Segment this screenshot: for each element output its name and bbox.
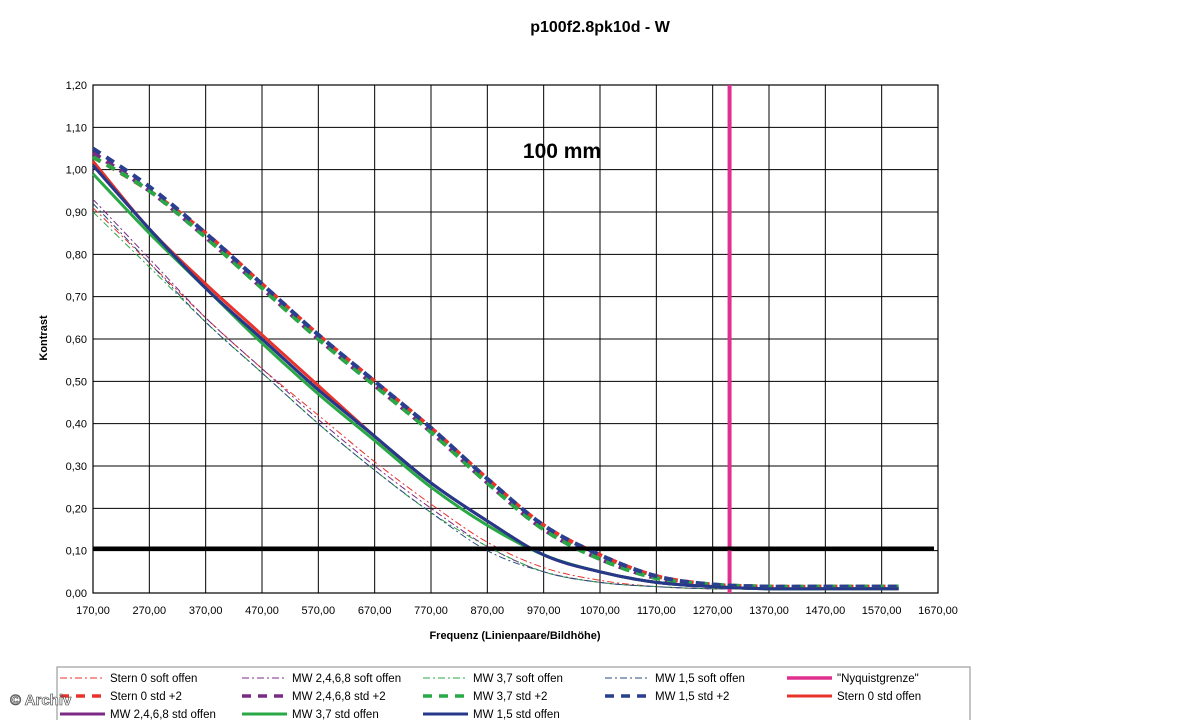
legend-item: Stern 0 std +2 — [60, 691, 182, 703]
legend-label: Stern 0 soft offen — [110, 673, 197, 685]
x-tick-label: 370,00 — [189, 605, 223, 617]
legend-item: MW 1,5 std +2 — [605, 691, 729, 703]
x-tick-label: 870,00 — [471, 605, 505, 617]
series-lines — [91, 85, 934, 593]
legend-item: MW 1,5 soft offen — [605, 673, 745, 685]
y-tick-label: 0,10 — [66, 546, 87, 558]
legend-label: MW 2,4,6,8 soft offen — [292, 673, 401, 685]
legend-item: MW 2,4,6,8 std +2 — [242, 691, 386, 703]
y-tick-label: 0,80 — [66, 249, 87, 261]
x-tick-label: 270,00 — [133, 605, 167, 617]
series-line-mw-3-7-soft-offen — [92, 211, 899, 590]
legend-label: MW 3,7 soft offen — [473, 673, 563, 685]
x-tick-label: 770,00 — [414, 605, 448, 617]
series-line-mw-2-4-6-8-std-2 — [91, 151, 899, 589]
y-tick-label: 0,50 — [66, 376, 87, 388]
legend: Stern 0 soft offen MW 2,4,6,8 soft offen M… — [56, 666, 971, 720]
x-tick-label: 1670,00 — [918, 605, 958, 617]
x-tick-label: 470,00 — [245, 605, 279, 617]
series-line-mw-1-5-std-2 — [91, 146, 899, 589]
y-axis-title: Kontrast — [38, 315, 50, 361]
y-tick-label: 1,10 — [66, 122, 87, 134]
legend-label: MW 3,7 std offen — [292, 709, 379, 720]
y-tick-labels: 0,00 0,10 0,20 0,30 0,40 0,50 0,60 0,70 0,80 0,90… — [66, 80, 87, 600]
series-line-stern-0-std-2 — [91, 155, 899, 589]
legend-label: Stern 0 std offen — [837, 691, 921, 703]
legend-item: MW 2,4,6,8 soft offen — [242, 673, 401, 685]
y-tick-label: 0,00 — [66, 588, 87, 600]
legend-label: MW 1,5 std +2 — [655, 691, 729, 703]
y-tick-label: 0,70 — [66, 292, 87, 304]
y-tick-label: 1,00 — [66, 165, 87, 177]
x-tick-label: 970,00 — [527, 605, 561, 617]
x-tick-label: 1070,00 — [580, 605, 620, 617]
x-tick-label: 1470,00 — [805, 605, 845, 617]
y-tick-label: 0,90 — [66, 207, 87, 219]
legend-item: MW 3,7 std +2 — [423, 691, 547, 703]
x-tick-label: 570,00 — [302, 605, 336, 617]
legend-item: MW 1,5 std offen — [423, 709, 560, 720]
x-tick-label: 1570,00 — [862, 605, 902, 617]
x-tick-label: 670,00 — [358, 605, 392, 617]
x-tick-label: 1270,00 — [693, 605, 733, 617]
legend-label: MW 1,5 std offen — [473, 709, 560, 720]
y-tick-label: 0,40 — [66, 419, 87, 431]
x-tick-label: 1170,00 — [637, 605, 676, 617]
legend-item: MW 3,7 soft offen — [423, 673, 563, 685]
x-tick-label: 1370,00 — [749, 605, 789, 617]
series-line-stern-0-soft-offen — [92, 207, 899, 590]
chart-title: p100f2.8pk10d - W — [530, 19, 671, 36]
legend-box — [56, 666, 971, 720]
x-axis-title: Frequenz (Linienpaare/Bildhöhe) — [429, 630, 600, 642]
legend-item: Stern 0 soft offen — [60, 673, 197, 685]
legend-label: MW 2,4,6,8 std offen — [110, 709, 216, 720]
legend-item: "Nyquistgrenze" — [787, 673, 919, 685]
grid — [92, 84, 939, 594]
watermark: © Archiv — [10, 692, 72, 709]
x-tick-labels: 170,00 270,00 370,00 470,00 570,00 670,00 770,… — [76, 605, 958, 617]
y-tick-label: 0,30 — [66, 461, 87, 473]
legend-item: Stern 0 std offen — [787, 691, 921, 703]
y-tick-label: 1,20 — [66, 80, 87, 92]
legend-label: "Nyquistgrenze" — [837, 673, 919, 685]
legend-item: MW 2,4,6,8 std offen — [60, 709, 216, 720]
y-tick-label: 0,60 — [66, 334, 87, 346]
legend-label: MW 3,7 std +2 — [473, 691, 547, 703]
focal-length-annotation: 100 mm — [523, 140, 601, 163]
x-tick-label: 170,00 — [76, 605, 110, 617]
legend-label: MW 2,4,6,8 std +2 — [292, 691, 386, 703]
legend-item: MW 3,7 std offen — [242, 709, 379, 720]
series-line-mw-3-7-std-2 — [91, 155, 899, 589]
legend-label: MW 1,5 soft offen — [655, 673, 745, 685]
y-tick-label: 0,20 — [66, 503, 87, 515]
legend-label: Stern 0 std +2 — [110, 691, 182, 703]
series-line-mw-1-5-std-offen — [91, 164, 899, 591]
